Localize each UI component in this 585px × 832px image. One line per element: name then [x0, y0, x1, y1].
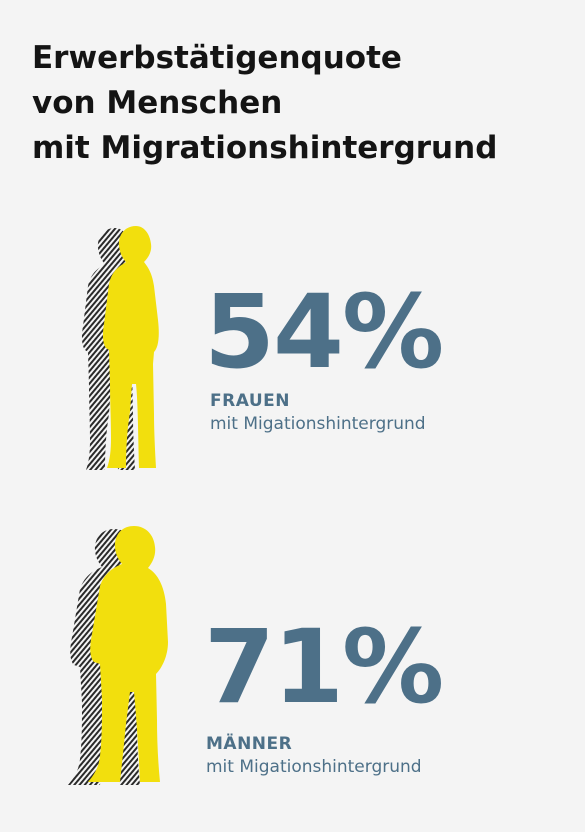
sublabel-women: mit Migationshintergrund	[210, 414, 426, 434]
man-body	[88, 526, 168, 782]
woman-silhouette-svg	[81, 226, 159, 470]
man-silhouette-svg	[68, 526, 168, 785]
category-women: FRAUEN	[210, 391, 290, 411]
title-line-3: mit Migrationshintergrund	[32, 130, 498, 166]
title-line-1: Erwerbstätigenquote	[32, 40, 402, 76]
label-men: MÄNNER mit Migationshintergrund	[206, 733, 422, 779]
category-men: MÄNNER	[206, 734, 293, 754]
label-women: FRAUEN mit Migationshintergrund	[210, 390, 426, 436]
chart-title: Erwerbstätigenquote von Menschen mit Mig…	[32, 36, 552, 171]
value-women: 54%	[204, 273, 444, 392]
value-men: 71%	[204, 608, 444, 727]
woman-silhouette-icon	[74, 224, 174, 470]
woman-body	[102, 226, 159, 468]
title-line-2: von Menschen	[32, 85, 283, 121]
man-silhouette-icon	[50, 524, 174, 786]
sublabel-men: mit Migationshintergrund	[206, 757, 422, 777]
